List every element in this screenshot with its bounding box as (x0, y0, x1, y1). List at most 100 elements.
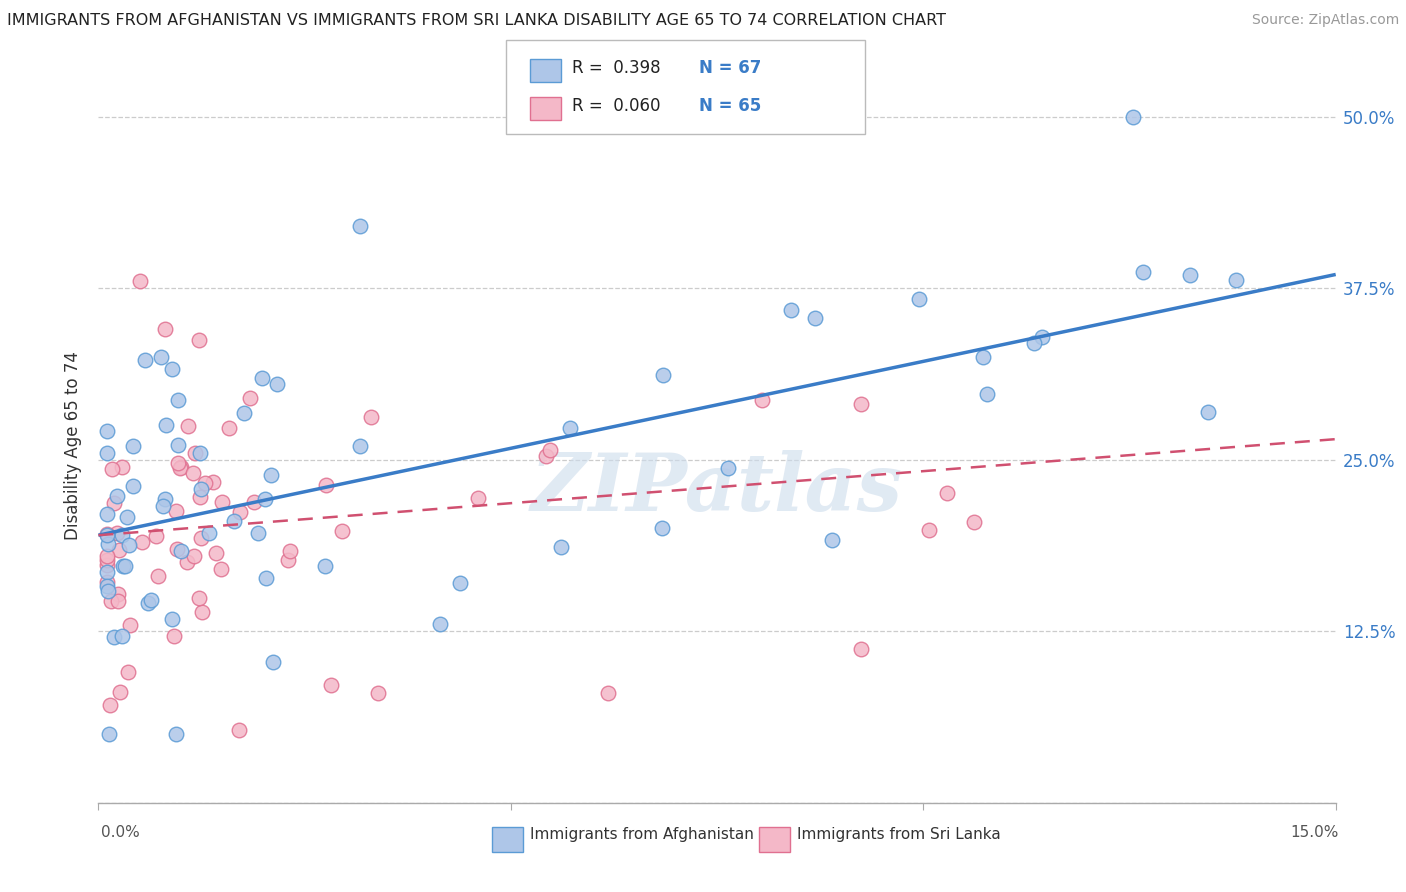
Text: N = 67: N = 67 (699, 59, 761, 77)
Point (120, 617, 142, 632)
Point (907, 292, 929, 306)
Text: IMMIGRANTS FROM AFGHANISTAN VS IMMIGRANTS FROM SRI LANKA DISABILITY AGE 65 TO 74: IMMIGRANTS FROM AFGHANISTAN VS IMMIGRANT… (7, 13, 946, 29)
Point (366, 686, 388, 700)
Point (194, 475, 217, 490)
Point (96, 527, 118, 541)
Point (202, 475, 225, 489)
Point (107, 587, 129, 601)
Point (224, 514, 246, 528)
Point (100, 594, 122, 608)
Point (228, 505, 250, 519)
Point (129, 274, 152, 288)
Point (111, 459, 134, 474)
Point (429, 617, 451, 632)
Point (330, 524, 353, 538)
Point (112, 559, 135, 574)
Point (176, 418, 198, 433)
Point (976, 387, 998, 401)
Point (467, 491, 489, 505)
Point (1031, 330, 1053, 344)
Point (163, 629, 186, 643)
Point (250, 370, 273, 384)
Point (751, 392, 773, 407)
Point (558, 421, 581, 435)
Point (190, 482, 212, 496)
Point (1225, 273, 1247, 287)
Point (148, 568, 170, 582)
Point (243, 494, 266, 508)
Point (598, 686, 620, 700)
Point (1132, 265, 1154, 279)
Point (262, 655, 284, 669)
Point (96, 425, 118, 439)
Point (149, 350, 172, 364)
Point (139, 593, 162, 607)
Point (188, 445, 211, 459)
Point (97, 537, 120, 551)
Point (253, 492, 276, 507)
Point (165, 504, 187, 518)
Text: Immigrants from Sri Lanka: Immigrants from Sri Lanka (797, 827, 1001, 842)
Point (191, 605, 214, 619)
Point (211, 494, 233, 508)
Point (97, 727, 120, 741)
Point (136, 596, 159, 610)
Point (540, 443, 562, 458)
Text: Source: ZipAtlas.com: Source: ZipAtlas.com (1251, 13, 1399, 28)
Point (218, 421, 240, 435)
Point (153, 492, 176, 507)
Point (1180, 268, 1202, 283)
Point (652, 368, 675, 383)
Point (167, 392, 190, 407)
Text: ZIPatlas: ZIPatlas (531, 450, 903, 527)
Point (107, 594, 129, 608)
Point (98, 698, 121, 712)
Point (278, 543, 301, 558)
Point (190, 531, 212, 545)
Point (277, 553, 299, 567)
Point (176, 555, 198, 569)
Point (315, 478, 337, 492)
Point (181, 467, 204, 481)
Point (108, 543, 131, 558)
Point (228, 723, 250, 738)
Y-axis label: Disability Age 65 to 74: Disability Age 65 to 74 (65, 351, 83, 541)
Point (651, 521, 673, 535)
Point (117, 665, 139, 679)
Point (962, 515, 984, 529)
Point (96, 558, 118, 572)
Point (169, 461, 191, 475)
Point (165, 727, 187, 741)
Point (122, 439, 145, 453)
Point (169, 460, 191, 475)
Point (111, 527, 134, 541)
Point (166, 456, 188, 470)
Point (160, 362, 183, 376)
Point (96, 446, 118, 460)
Point (717, 461, 740, 475)
Text: 0.0%: 0.0% (101, 825, 141, 840)
Point (254, 571, 277, 585)
Point (96, 549, 118, 563)
Point (187, 333, 209, 347)
Point (319, 678, 342, 692)
Point (821, 533, 844, 547)
Point (96, 528, 118, 542)
Point (534, 450, 557, 464)
Point (260, 467, 283, 482)
Point (550, 540, 572, 554)
Point (96, 579, 118, 593)
Point (198, 526, 221, 541)
Point (131, 534, 153, 549)
Point (851, 397, 873, 411)
Point (117, 510, 139, 524)
Point (121, 479, 143, 493)
Point (188, 490, 211, 504)
Point (360, 410, 382, 425)
Point (266, 377, 288, 392)
Point (247, 526, 270, 541)
Point (167, 438, 190, 452)
Text: Immigrants from Afghanistan: Immigrants from Afghanistan (530, 827, 754, 842)
Text: 15.0%: 15.0% (1291, 825, 1339, 840)
Point (239, 391, 262, 405)
